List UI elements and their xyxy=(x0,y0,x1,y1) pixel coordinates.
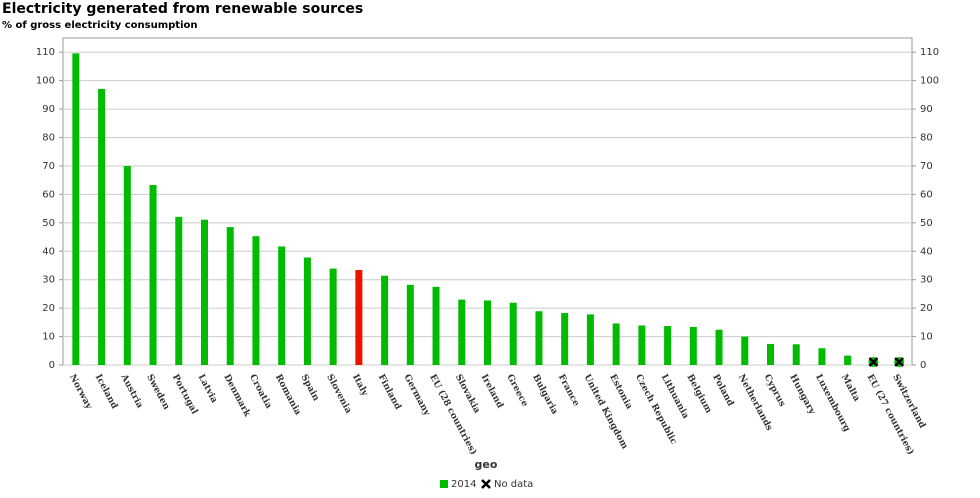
legend-swatch xyxy=(440,480,448,488)
bar xyxy=(767,343,774,365)
x-tick-label: Finland xyxy=(376,373,403,412)
x-tick-label: Malta xyxy=(839,373,862,404)
y-tick-label: 20 xyxy=(42,303,55,314)
x-tick-label: Poland xyxy=(710,373,735,409)
x-tick-label: EU (27 countries) xyxy=(865,372,917,456)
bar xyxy=(201,219,208,365)
x-tick-label: Sweden xyxy=(144,373,171,412)
bar xyxy=(72,53,80,365)
bar xyxy=(561,312,569,365)
y2-tick-label: 100 xyxy=(920,76,939,87)
bar xyxy=(98,88,106,366)
bar xyxy=(664,326,672,365)
x-tick-label: Iceland xyxy=(93,373,120,411)
y2-tick-label: 90 xyxy=(920,104,933,115)
y2-tick-label: 20 xyxy=(920,303,933,314)
bar xyxy=(252,236,260,365)
bar xyxy=(458,299,466,365)
bar xyxy=(818,348,826,365)
bar xyxy=(175,216,183,365)
bar xyxy=(149,185,157,365)
x-tick-label: Romania xyxy=(273,373,303,417)
x-tick-label: Denmark xyxy=(221,373,252,419)
y2-tick-label: 80 xyxy=(920,133,933,144)
y-tick-label: 10 xyxy=(42,332,55,343)
x-axis-label: geo xyxy=(475,458,498,471)
x-tick-label: Norway xyxy=(67,373,94,412)
bar xyxy=(432,286,440,365)
no-data-marker xyxy=(868,357,879,367)
bar xyxy=(535,311,543,365)
x-tick-label: Italy xyxy=(350,373,370,399)
y-tick-label: 60 xyxy=(42,189,55,200)
bar xyxy=(329,268,337,365)
y2-tick-label: 40 xyxy=(920,246,933,257)
x-tick-label: EU (28 countries) xyxy=(427,372,479,456)
x-tick-label: Portugal xyxy=(170,373,200,417)
y-tick-label: 110 xyxy=(36,47,55,58)
x-tick-label: Estonia xyxy=(607,373,634,411)
bar xyxy=(303,257,311,365)
chart-subtitle: % of gross electricity consumption xyxy=(2,20,198,31)
y2-tick-label: 50 xyxy=(920,218,933,229)
x-tick-label: Cyprus xyxy=(762,373,787,409)
x-tick-label: Ireland xyxy=(479,373,505,411)
bar xyxy=(689,326,697,365)
y2-tick-label: 70 xyxy=(920,161,933,172)
bar xyxy=(381,275,389,365)
legend-no-data-marker xyxy=(481,479,491,489)
y-tick-label: 80 xyxy=(42,133,55,144)
y-tick-label: 100 xyxy=(36,76,55,87)
x-tick-label: France xyxy=(556,373,581,408)
y2-tick-label: 110 xyxy=(920,47,939,58)
legend-label: 2014 xyxy=(451,479,476,490)
y2-tick-label: 30 xyxy=(920,275,933,286)
y-tick-label: 70 xyxy=(42,161,55,172)
x-tick-label: Croatia xyxy=(247,373,273,411)
bar xyxy=(844,355,852,365)
y-tick-label: 40 xyxy=(42,246,55,257)
y-tick-label: 90 xyxy=(42,104,55,115)
x-tick-label: Austria xyxy=(118,372,145,410)
x-tick-label: Belgium xyxy=(684,373,713,416)
chart-title: Electricity generated from renewable sou… xyxy=(2,1,363,17)
bar xyxy=(741,336,749,365)
no-data-marker xyxy=(894,357,905,367)
bar xyxy=(586,314,594,365)
bar xyxy=(226,227,234,365)
x-tick-label: Spain xyxy=(299,373,321,403)
bar xyxy=(509,302,517,365)
x-tick-label: Bulgaria xyxy=(530,373,559,416)
y2-tick-label: 10 xyxy=(920,332,933,343)
x-tick-label: Latvia xyxy=(196,373,219,405)
y2-tick-label: 0 xyxy=(920,360,926,371)
bar xyxy=(484,300,491,365)
y-tick-label: 50 xyxy=(42,218,55,229)
y2-tick-label: 60 xyxy=(920,189,933,200)
x-tick-label: Slovenia xyxy=(324,373,353,416)
bar xyxy=(638,325,646,365)
bar xyxy=(715,329,723,365)
bar xyxy=(612,323,620,365)
legend-label: No data xyxy=(494,479,533,490)
y-tick-label: 0 xyxy=(49,360,55,371)
x-tick-label: Germany xyxy=(401,373,431,418)
x-tick-label: Hungary xyxy=(787,373,817,417)
x-tick-label: Slovakia xyxy=(453,373,482,415)
bar xyxy=(792,344,800,365)
x-tick-label: Greece xyxy=(504,373,529,409)
y-tick-label: 30 xyxy=(42,275,55,286)
bar xyxy=(355,270,363,365)
bar xyxy=(123,165,131,365)
bar xyxy=(278,246,286,365)
bar xyxy=(406,284,414,365)
